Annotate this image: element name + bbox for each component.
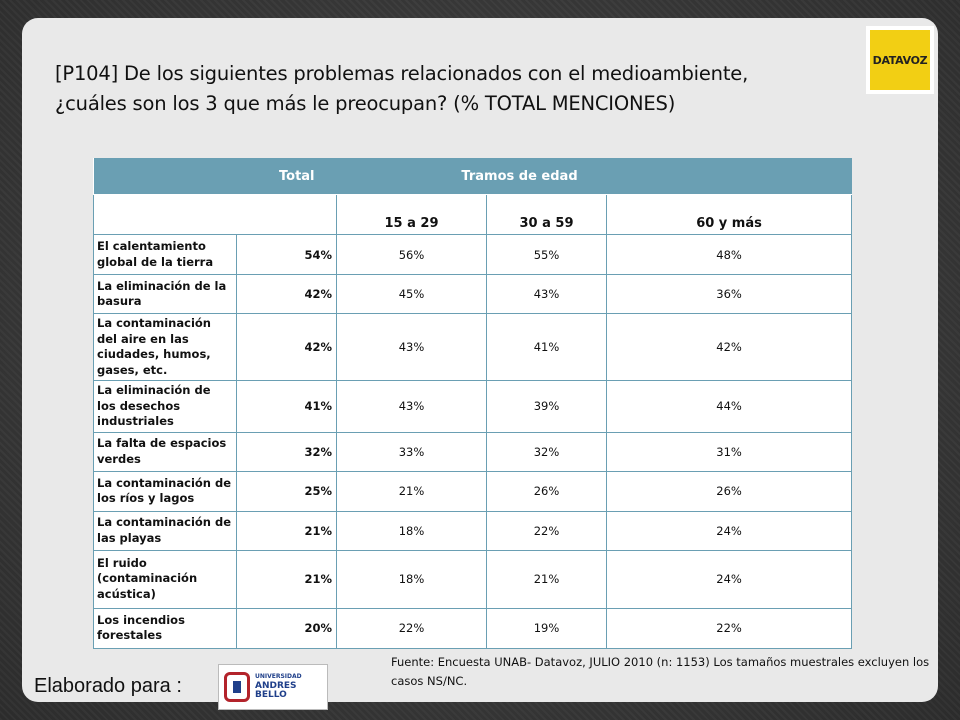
row-label: La contaminación de las playas [93, 510, 237, 551]
row-value-30-59: 43% [486, 274, 608, 314]
row-value-30-59: 39% [486, 380, 608, 433]
table-row: La eliminación de la basura 42% 45% 43% 36% [93, 274, 853, 314]
row-label: El calentamiento global de la tierra [93, 234, 237, 275]
header-age-30-59: 30 a 59 [486, 194, 608, 235]
datavoz-logo-text: DATAVOZ [872, 53, 928, 67]
row-value-60-plus: 24% [606, 549, 853, 609]
row-value-15-29: 43% [336, 313, 488, 381]
row-total: 25% [235, 470, 338, 512]
row-value-15-29: 21% [336, 470, 488, 512]
row-value-30-59: 22% [486, 510, 608, 551]
title-line-1: [P104] De los siguientes problemas relac… [55, 62, 749, 85]
row-value-30-59: 32% [486, 431, 608, 472]
unab-logo-text: UNIVERSIDAD ANDRES BELLO [255, 674, 322, 700]
row-total: 42% [235, 274, 338, 314]
header-row-2: 15 a 29 30 a 59 60 y más [92, 194, 853, 235]
header-row-1: Total Tramos de edad [93, 158, 852, 195]
row-value-30-59: 41% [486, 313, 608, 381]
row-label: La eliminación de la basura [93, 274, 237, 314]
row-value-60-plus: 31% [606, 431, 853, 472]
row-label: Los incendios forestales [93, 607, 237, 649]
header-age-15-29: 15 a 29 [336, 194, 488, 235]
row-label: La eliminación de los desechos industria… [93, 380, 237, 433]
datavoz-logo-background: DATAVOZ [870, 30, 930, 90]
table-row: El calentamiento global de la tierra 54% 5… [93, 234, 853, 275]
row-value-15-29: 18% [336, 549, 488, 609]
row-value-60-plus: 36% [606, 274, 853, 314]
row-total: 54% [235, 234, 338, 275]
row-value-15-29: 33% [336, 431, 488, 472]
header-age-60-plus: 60 y más [606, 194, 853, 235]
title-line-2: ¿cuáles son los 3 que más le preocupan? … [55, 92, 676, 115]
row-value-30-59: 55% [486, 234, 608, 275]
row-label: La falta de espacios verdes [93, 431, 237, 472]
table-body: El calentamiento global de la tierra 54% 5… [93, 234, 853, 649]
header-blank-cell [92, 194, 338, 235]
row-value-60-plus: 48% [606, 234, 853, 275]
row-value-60-plus: 24% [606, 510, 853, 551]
table-row: La contaminación del aire en las ciudade… [93, 313, 853, 381]
slide-title: [P104] De los siguientes problemas relac… [55, 59, 815, 119]
row-value-15-29: 45% [336, 274, 488, 314]
row-value-60-plus: 42% [606, 313, 853, 381]
table-row: El ruido (contaminación acústica) 21% 18% 2… [93, 549, 853, 609]
row-value-15-29: 43% [336, 380, 488, 433]
table-row: La contaminación de las playas 21% 18% 22% 2… [93, 510, 853, 551]
table-row: La contaminación de los ríos y lagos 25% 2… [93, 470, 853, 512]
row-value-30-59: 26% [486, 470, 608, 512]
header-age-groups: Tramos de edad [336, 158, 852, 195]
results-table: Total Tramos de edad 15 a 29 30 a 59 60 … [92, 158, 853, 649]
table-row: La eliminación de los desechos industria… [93, 380, 853, 433]
table-row: Los incendios forestales 20% 22% 19% 22% [93, 607, 853, 649]
header-total: Total [93, 158, 337, 195]
row-value-60-plus: 22% [606, 607, 853, 649]
row-label: La contaminación del aire en las ciudade… [93, 313, 237, 381]
unab-logo-small-text: UNIVERSIDAD [255, 673, 302, 680]
footer-label: Elaborado para : [34, 675, 182, 697]
datavoz-logo: DATAVOZ [866, 26, 934, 94]
unab-logo-big-text: ANDRES BELLO [255, 681, 297, 700]
unab-logo: UNIVERSIDAD ANDRES BELLO [218, 664, 328, 710]
row-total: 21% [235, 510, 338, 551]
row-value-60-plus: 26% [606, 470, 853, 512]
row-label: La contaminación de los ríos y lagos [93, 470, 237, 512]
row-value-15-29: 22% [336, 607, 488, 649]
row-total: 20% [235, 607, 338, 649]
row-total: 42% [235, 313, 338, 381]
row-value-60-plus: 44% [606, 380, 853, 433]
row-value-15-29: 18% [336, 510, 488, 551]
row-value-15-29: 56% [336, 234, 488, 275]
row-total: 21% [235, 549, 338, 609]
row-total: 41% [235, 380, 338, 433]
source-note: Fuente: Encuesta UNAB- Datavoz, JULIO 20… [391, 655, 930, 688]
table-row: La falta de espacios verdes 32% 33% 32% 31% [93, 431, 853, 472]
row-value-30-59: 21% [486, 549, 608, 609]
row-total: 32% [235, 431, 338, 472]
row-label: El ruido (contaminación acústica) [93, 549, 237, 609]
unab-emblem-icon [224, 672, 250, 702]
row-value-30-59: 19% [486, 607, 608, 649]
